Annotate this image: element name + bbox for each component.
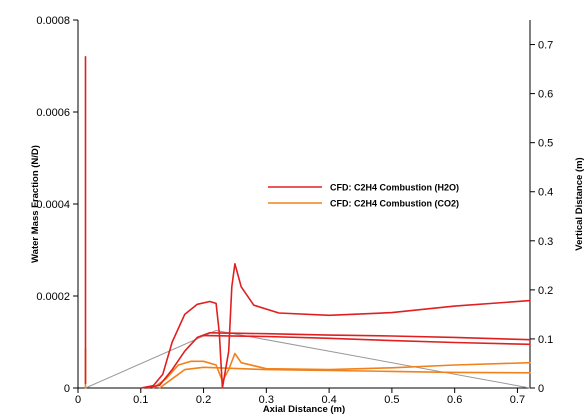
x-tick-label: 0.7 [510,394,525,406]
geometry-outline-line [85,330,531,389]
y2-tick-label: 0.5 [538,138,553,150]
series-line-h2o [202,334,531,346]
x-tick-label: 0.6 [447,394,462,406]
y-tick-label: 0.0004 [36,199,70,211]
plot-area [84,56,531,389]
x-tick-label: 0.2 [196,394,211,406]
y-tick-label: 0.0006 [36,107,70,119]
ticks: 0 0.1 0.2 0.3 0.4 0.5 0.6 0.7 0 0.0002 0.0004 0.000… [36,15,553,406]
series-line-h2o [140,263,531,389]
y2-tick-label: 0.2 [538,285,553,297]
y2-tick-label: 0.4 [538,187,553,199]
legend-label-co2: CFD: C2H4 Combustion (CO2) [330,199,459,209]
x-tick-label: 0.3 [259,394,274,406]
x-tick-label: 0.5 [384,394,399,406]
y-tick-label: 0.0008 [36,15,70,27]
legend-label-h2o: CFD: C2H4 Combustion (H2O) [330,183,459,193]
x-tick-label: 0.4 [321,394,336,406]
y-tick-label: 0.0002 [36,291,70,303]
y-tick-label: 0 [64,383,70,395]
y2-tick-label: 0.3 [538,236,553,248]
legend: CFD: C2H4 Combustion (H2O) CFD: C2H4 Com… [268,183,459,209]
axes [77,20,531,389]
y2-axis-title: Vertical Distance (m) [574,157,585,250]
x-tick-label: 0 [75,394,81,406]
y2-tick-label: 0.6 [538,89,553,101]
x-axis-title: Axial Distance (m) [263,404,345,415]
series-line-co2 [158,366,531,389]
y-axis-title: Water Mass Fraction (N/D) [30,145,41,263]
x-tick-label: 0.1 [133,394,148,406]
y2-tick-label: 0.7 [538,40,553,52]
series-line-h2o [146,332,531,389]
y2-tick-label: 0.1 [538,334,553,346]
y2-tick-label: 0 [538,383,544,395]
series-line-co2 [152,352,531,389]
